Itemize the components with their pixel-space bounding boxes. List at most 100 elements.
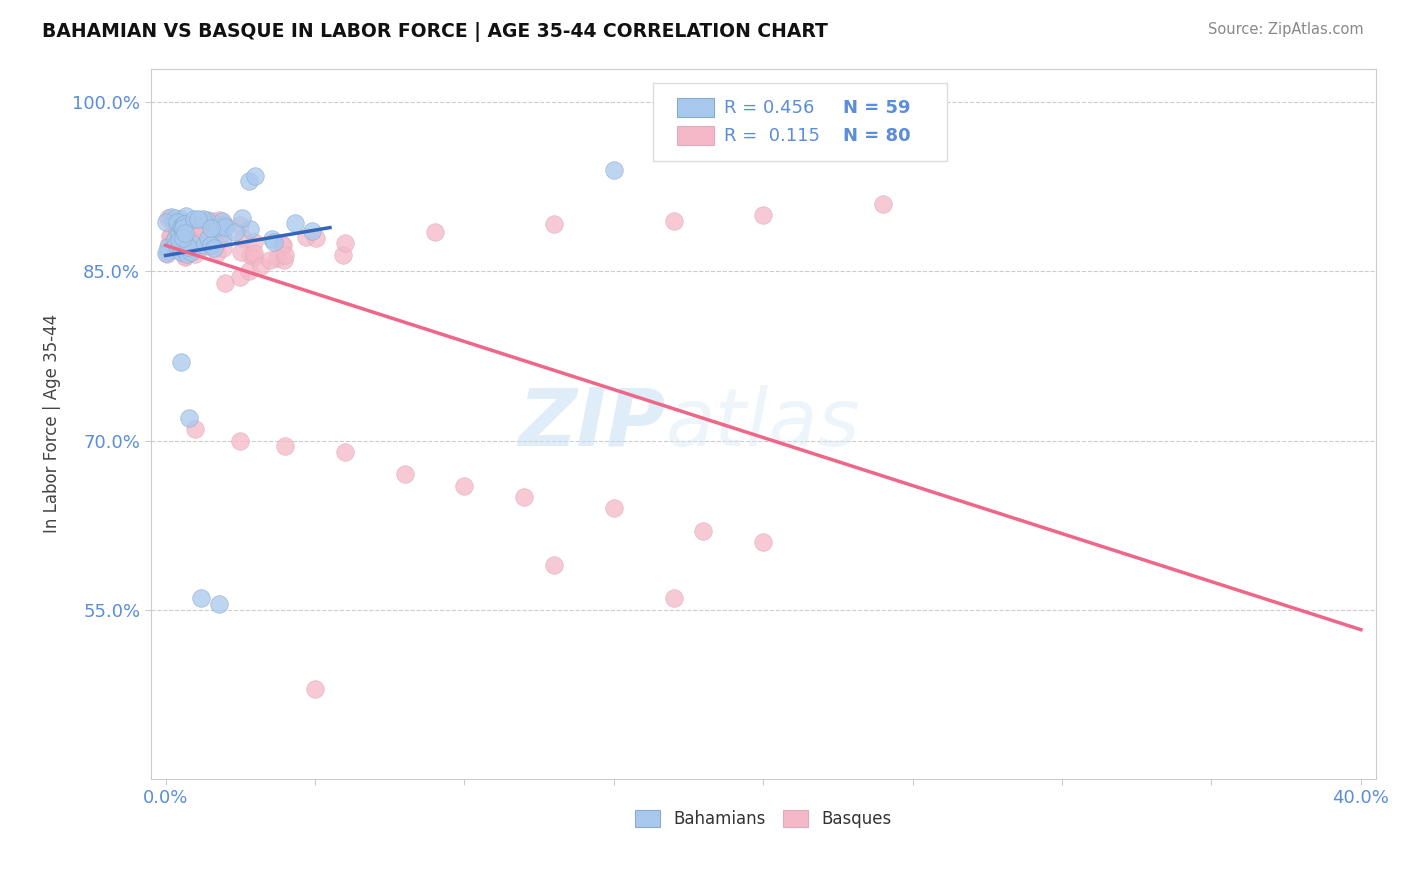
Point (169, 240, 191, 254)
Point (238, 174, 260, 188)
Point (155, 215, 177, 229)
Point (169, 354, 191, 368)
Point (239, 248, 262, 262)
Point (201, 214, 224, 228)
Point (176, 221, 198, 235)
Point (156, 244, 179, 258)
Point (260, 232, 283, 246)
Point (304, 681, 326, 696)
Point (163, 232, 186, 246)
Point (170, 226, 193, 240)
Point (224, 225, 246, 239)
Point (211, 241, 233, 255)
Point (163, 211, 186, 226)
Text: N = 80: N = 80 (842, 127, 911, 145)
Point (167, 226, 190, 240)
Point (183, 211, 205, 226)
Point (193, 240, 215, 254)
Point (232, 231, 254, 245)
Point (273, 253, 295, 268)
Text: BAHAMIAN VS BASQUE IN LABOR FORCE | AGE 35-44 CORRELATION CHART: BAHAMIAN VS BASQUE IN LABOR FORCE | AGE … (42, 22, 828, 42)
Point (167, 216, 190, 230)
Point (173, 224, 195, 238)
Point (266, 251, 288, 265)
Point (167, 242, 190, 256)
Point (205, 246, 228, 260)
Point (170, 244, 193, 259)
Point (160, 211, 183, 225)
Point (205, 220, 228, 235)
Point (238, 264, 260, 278)
Point (191, 211, 214, 226)
Point (274, 439, 297, 453)
Point (167, 234, 190, 248)
Point (212, 231, 235, 245)
Point (174, 209, 197, 223)
Point (193, 214, 215, 228)
Point (174, 244, 197, 258)
Point (692, 524, 714, 538)
Point (184, 422, 207, 436)
Point (243, 250, 266, 264)
Point (603, 501, 626, 516)
Point (174, 226, 197, 240)
Point (173, 217, 195, 231)
Point (169, 234, 191, 248)
Point (184, 247, 207, 261)
Point (242, 245, 264, 260)
Point (172, 231, 194, 245)
Text: atlas: atlas (665, 384, 860, 463)
Point (270, 238, 292, 252)
Point (179, 218, 201, 232)
FancyBboxPatch shape (652, 83, 948, 161)
Point (294, 229, 316, 244)
Point (190, 591, 212, 606)
Point (229, 270, 252, 285)
Legend: Bahamians, Basques: Bahamians, Basques (628, 803, 898, 835)
Point (200, 238, 222, 252)
Point (176, 222, 198, 236)
Point (333, 445, 356, 459)
FancyBboxPatch shape (678, 126, 714, 145)
Point (752, 208, 775, 222)
Point (543, 217, 565, 231)
Point (181, 236, 204, 251)
Point (245, 169, 267, 183)
Point (208, 597, 231, 611)
Point (174, 228, 197, 243)
Point (184, 229, 207, 244)
Text: R = 0.456: R = 0.456 (724, 99, 814, 117)
Point (752, 535, 775, 549)
Point (231, 211, 253, 226)
Point (195, 212, 218, 227)
Point (603, 163, 626, 178)
FancyBboxPatch shape (678, 97, 714, 117)
Text: ZIP: ZIP (517, 384, 665, 463)
Point (259, 253, 281, 268)
Point (176, 219, 198, 234)
Point (271, 238, 294, 252)
Point (209, 228, 232, 243)
Point (197, 231, 219, 245)
Text: Source: ZipAtlas.com: Source: ZipAtlas.com (1208, 22, 1364, 37)
Point (394, 467, 416, 482)
Point (165, 224, 187, 238)
Point (208, 213, 231, 227)
Point (284, 216, 307, 230)
Point (423, 225, 446, 239)
Point (453, 479, 475, 493)
Point (200, 221, 222, 235)
Point (872, 197, 894, 211)
Point (212, 217, 235, 231)
Point (157, 211, 180, 225)
Point (173, 250, 195, 264)
Point (166, 224, 188, 238)
Point (301, 224, 323, 238)
Text: R =  0.115: R = 0.115 (724, 127, 820, 145)
Point (305, 231, 328, 245)
Point (172, 220, 194, 235)
Point (188, 224, 211, 238)
Point (332, 248, 354, 262)
Point (167, 223, 190, 237)
Point (162, 215, 184, 229)
